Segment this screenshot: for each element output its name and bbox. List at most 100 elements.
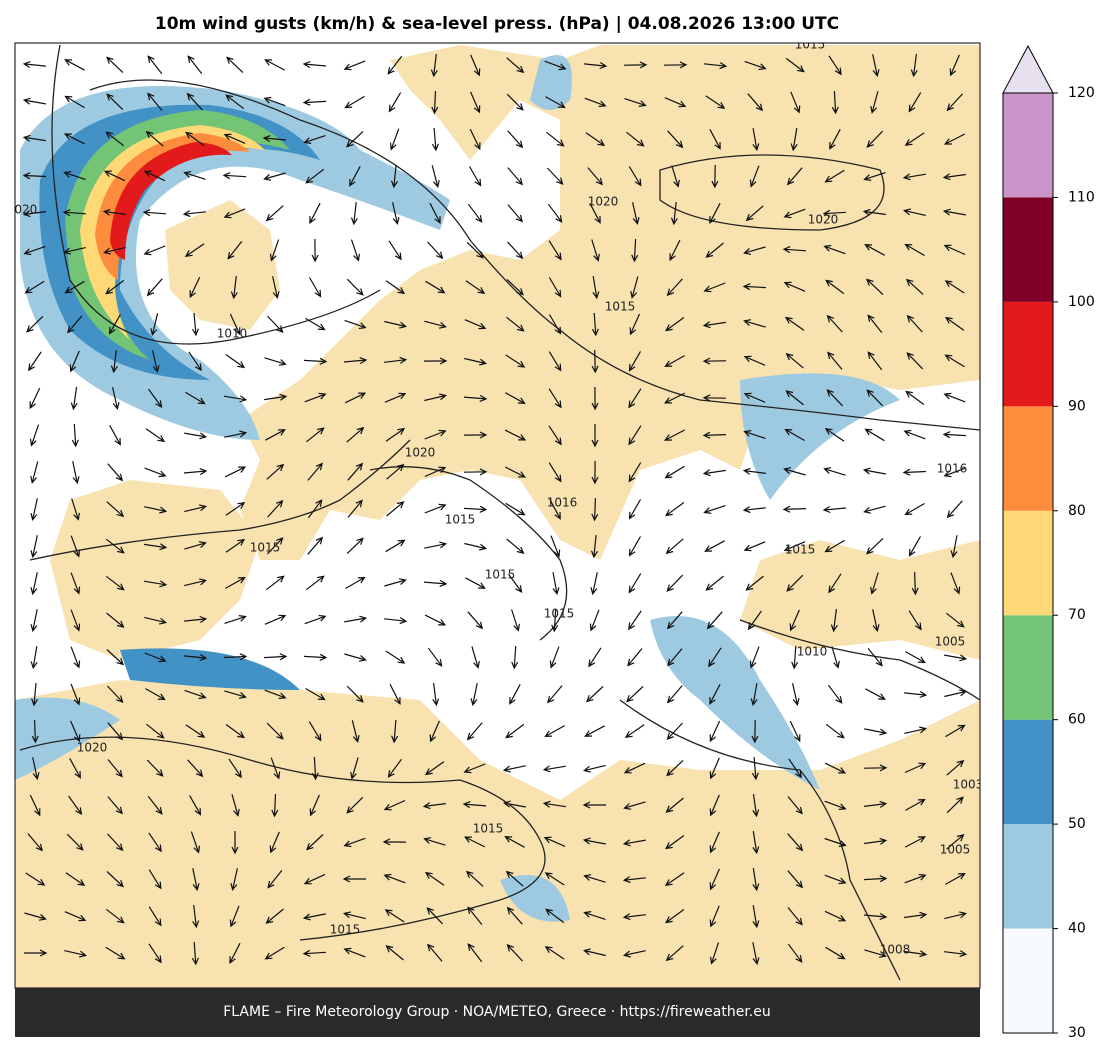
wind-arrow — [589, 203, 601, 224]
wind-arrow — [705, 95, 726, 109]
wind-arrow — [105, 131, 125, 147]
wind-arrow — [191, 312, 199, 337]
wind-arrow — [112, 387, 120, 411]
wind-arrow — [902, 173, 926, 181]
wind-arrow — [505, 502, 526, 516]
wind-arrow — [186, 92, 203, 111]
wind-arrow — [591, 386, 599, 411]
wind-arrow — [502, 800, 526, 808]
wind-arrow — [467, 943, 483, 963]
wind-arrow — [382, 838, 407, 846]
wind-arrow — [306, 834, 324, 851]
wind-arrow — [350, 202, 358, 226]
wind-arrow — [867, 351, 883, 371]
wind-arrow — [582, 764, 606, 773]
wind-arrow — [872, 609, 880, 633]
wind-arrow — [423, 837, 446, 846]
wind-arrow — [667, 130, 684, 149]
wind-arrow — [146, 278, 163, 297]
wind-arrow — [466, 241, 484, 259]
wind-arrow — [905, 798, 926, 811]
wind-arrow — [666, 722, 683, 740]
wind-arrow — [148, 388, 163, 408]
wind-arrow — [584, 725, 605, 737]
wind-arrow — [787, 870, 804, 889]
wind-arrow — [30, 646, 38, 670]
wind-arrow — [468, 166, 482, 187]
wind-arrow — [663, 392, 686, 404]
colorbar-segment — [1003, 301, 1053, 407]
wind-arrow — [667, 648, 683, 667]
wind-arrow — [509, 684, 521, 705]
wind-arrow — [702, 394, 727, 402]
wind-arrow — [72, 461, 80, 485]
wind-arrow — [465, 280, 486, 294]
land — [165, 200, 280, 330]
wind-arrow — [388, 240, 402, 261]
wind-arrow — [787, 907, 803, 926]
wind-arrow — [303, 653, 328, 661]
wind-arrow — [105, 946, 126, 960]
wind-arrow — [424, 320, 447, 329]
wind-arrow — [665, 317, 685, 332]
wind-arrow — [786, 574, 804, 592]
wind-arrow — [665, 835, 685, 850]
wind-arrow — [265, 205, 284, 222]
wind-arrow — [710, 942, 720, 965]
wind-arrow — [825, 723, 845, 739]
wind-arrow — [105, 908, 125, 924]
wind-arrow — [831, 646, 840, 669]
wind-arrow — [622, 876, 646, 884]
wind-arrow — [307, 536, 324, 555]
wind-arrow — [383, 799, 406, 811]
wind-arrow — [709, 868, 720, 891]
wind-arrow — [506, 93, 524, 111]
colorbar-tick-label: 80 — [1068, 503, 1086, 519]
wind-arrow — [545, 96, 566, 109]
wind-arrow — [30, 609, 38, 633]
wind-arrow — [824, 910, 847, 922]
contour-label: 1015 — [330, 923, 361, 937]
wind-arrow — [467, 906, 483, 925]
wind-arrow — [664, 355, 685, 368]
wind-arrow — [264, 393, 288, 401]
wind-arrow — [590, 572, 598, 596]
wind-arrow — [542, 765, 566, 773]
wind-arrow — [546, 131, 565, 147]
wind-arrow — [790, 128, 798, 152]
wind-arrow — [783, 208, 806, 219]
wind-arrow — [110, 350, 118, 374]
wind-arrow — [664, 97, 687, 108]
wind-arrow — [949, 54, 960, 77]
colorbar-segment — [1003, 928, 1053, 1033]
wind-arrow — [866, 130, 884, 148]
wind-arrow — [225, 354, 246, 369]
wind-arrow — [622, 839, 646, 847]
isobar — [619, 699, 901, 981]
contour-label: 1015 — [485, 568, 516, 582]
wind-arrow — [105, 575, 125, 591]
wind-arrow — [709, 757, 720, 780]
wind-arrow — [511, 609, 520, 632]
wind-arrow — [311, 756, 319, 781]
wind-arrow — [624, 724, 645, 738]
wind-arrow — [106, 56, 124, 74]
wind-arrow — [384, 320, 407, 329]
wind-arrow — [424, 429, 447, 440]
wind-arrow — [745, 575, 764, 591]
wind-arrow — [424, 466, 447, 478]
wind-arrow — [665, 797, 684, 813]
wind-arrow — [944, 689, 967, 698]
wind-arrow — [906, 352, 924, 370]
wind-arrow — [144, 580, 168, 588]
wind-arrow — [506, 906, 523, 925]
wind-arrow — [147, 92, 163, 111]
contour-label: 1015 — [445, 513, 476, 527]
wind-arrow — [302, 98, 327, 106]
wind-arrow — [148, 943, 162, 964]
wind-arrow — [709, 794, 720, 817]
colorbar-tick-label: 60 — [1068, 712, 1086, 728]
wind-arrow — [224, 395, 248, 403]
wind-arrow — [467, 611, 484, 630]
wind-arrow — [908, 92, 922, 113]
